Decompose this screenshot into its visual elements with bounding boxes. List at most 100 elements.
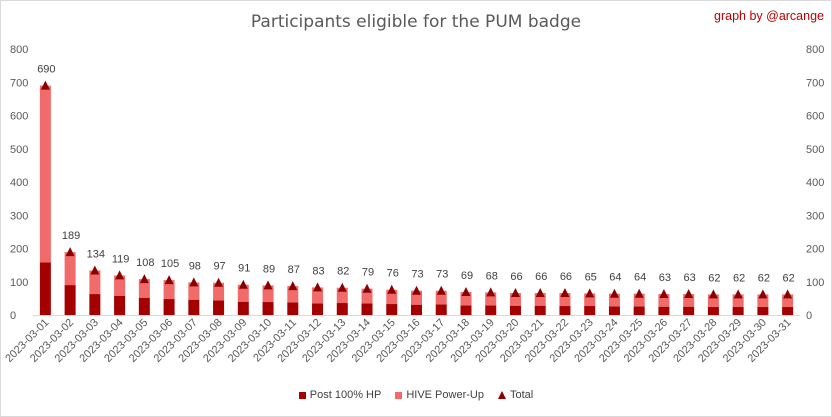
total-label-19: 66 [510, 271, 522, 283]
y-tick-right-8: 800 [806, 44, 824, 56]
legend-label-powerup: HIVE Power-Up [406, 389, 484, 401]
bar-powerup-26 [683, 294, 695, 307]
y-tick-left-4: 400 [10, 177, 28, 189]
bar-post-10 [287, 302, 299, 315]
total-label-26: 63 [684, 272, 696, 284]
total-marker-4 [139, 274, 149, 284]
credit-text: graph by @arcange [714, 9, 824, 23]
y-tick-right-2: 200 [806, 244, 824, 256]
bar-post-21 [559, 306, 571, 315]
bar-post-23 [608, 306, 620, 315]
bar-post-30 [782, 307, 794, 315]
bar-powerup-8 [237, 284, 249, 302]
total-label-4: 108 [136, 257, 154, 269]
bar-powerup-25 [658, 294, 670, 307]
total-label-13: 79 [362, 267, 374, 279]
total-marker-0 [40, 80, 50, 90]
total-marker-3 [115, 270, 125, 280]
total-marker-20 [535, 288, 545, 298]
total-label-1: 189 [62, 230, 80, 242]
total-marker-6 [189, 277, 199, 287]
bar-powerup-22 [584, 293, 596, 307]
bar-post-25 [658, 306, 670, 315]
bar-post-13 [361, 303, 373, 315]
bar-post-5 [163, 299, 175, 315]
total-label-2: 134 [87, 248, 105, 260]
bar-post-20 [534, 305, 546, 315]
bar-post-4 [138, 297, 150, 315]
bar-post-27 [707, 307, 719, 315]
total-marker-7 [214, 277, 224, 287]
total-label-17: 69 [461, 270, 473, 282]
total-marker-9 [263, 280, 273, 290]
y-tick-left-0: 0 [10, 310, 16, 322]
total-label-21: 66 [560, 271, 572, 283]
total-label-24: 64 [634, 272, 646, 284]
total-marker-19 [510, 288, 520, 298]
y-tick-right-0: 0 [806, 310, 812, 322]
bar-post-6 [188, 299, 200, 315]
legend-marker-total [497, 391, 506, 399]
total-marker-17 [461, 287, 471, 297]
legend-item-post: Post 100% HP [298, 389, 381, 401]
legend-swatch-powerup [395, 391, 403, 399]
y-tick-left-1: 100 [10, 277, 28, 289]
legend-label-total: Total [509, 389, 534, 401]
bar-post-16 [435, 304, 447, 315]
total-marker-27 [708, 289, 718, 299]
total-marker-30 [783, 289, 793, 299]
bar-post-8 [237, 301, 249, 315]
total-label-15: 73 [411, 269, 423, 281]
y-tick-left-7: 700 [10, 77, 28, 89]
bar-powerup-23 [608, 293, 620, 307]
y-tick-left-2: 200 [10, 244, 28, 256]
bar-powerup-29 [757, 294, 769, 308]
total-label-9: 89 [263, 263, 275, 275]
total-marker-26 [684, 289, 694, 299]
y-tick-left-5: 500 [10, 144, 28, 156]
total-label-18: 68 [486, 270, 498, 282]
bar-powerup-0 [39, 85, 51, 263]
total-label-30: 62 [783, 272, 795, 284]
total-label-8: 91 [238, 263, 250, 275]
legend-swatch-post [298, 391, 306, 399]
bar-post-14 [386, 304, 398, 315]
total-marker-2 [90, 265, 100, 275]
bar-powerup-28 [732, 294, 744, 308]
bar-powerup-16 [435, 290, 447, 305]
bar-post-7 [213, 300, 225, 315]
total-marker-25 [659, 289, 669, 299]
total-marker-14 [387, 284, 397, 294]
bar-powerup-11 [312, 287, 324, 304]
bar-post-28 [732, 307, 744, 315]
bar-powerup-2 [89, 270, 101, 295]
y-tick-left-6: 600 [10, 111, 28, 123]
total-marker-11 [313, 282, 323, 292]
legend-item-total: Total [497, 389, 534, 401]
bar-powerup-5 [163, 280, 175, 300]
total-label-12: 82 [337, 266, 349, 278]
bar-post-17 [460, 305, 472, 315]
total-marker-16 [436, 285, 446, 295]
total-label-5: 105 [161, 258, 179, 270]
total-label-7: 97 [213, 261, 225, 273]
total-label-6: 98 [189, 260, 201, 272]
total-marker-28 [733, 289, 743, 299]
total-label-29: 62 [758, 272, 770, 284]
total-marker-18 [486, 287, 496, 297]
bar-post-0 [39, 262, 51, 315]
total-marker-5 [164, 275, 174, 285]
bar-powerup-17 [460, 292, 472, 306]
total-label-14: 76 [387, 268, 399, 280]
bar-post-26 [683, 306, 695, 315]
bar-post-11 [312, 303, 324, 315]
total-marker-24 [634, 288, 644, 298]
bar-powerup-6 [188, 282, 200, 300]
y-tick-right-4: 400 [806, 177, 824, 189]
y-tick-left-3: 300 [10, 210, 28, 222]
bar-powerup-24 [633, 293, 645, 307]
bar-powerup-3 [114, 275, 126, 296]
bar-powerup-20 [534, 293, 546, 306]
total-label-16: 73 [436, 269, 448, 281]
